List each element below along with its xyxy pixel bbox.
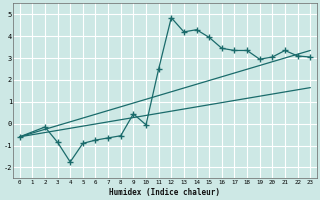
X-axis label: Humidex (Indice chaleur): Humidex (Indice chaleur) bbox=[109, 188, 220, 197]
